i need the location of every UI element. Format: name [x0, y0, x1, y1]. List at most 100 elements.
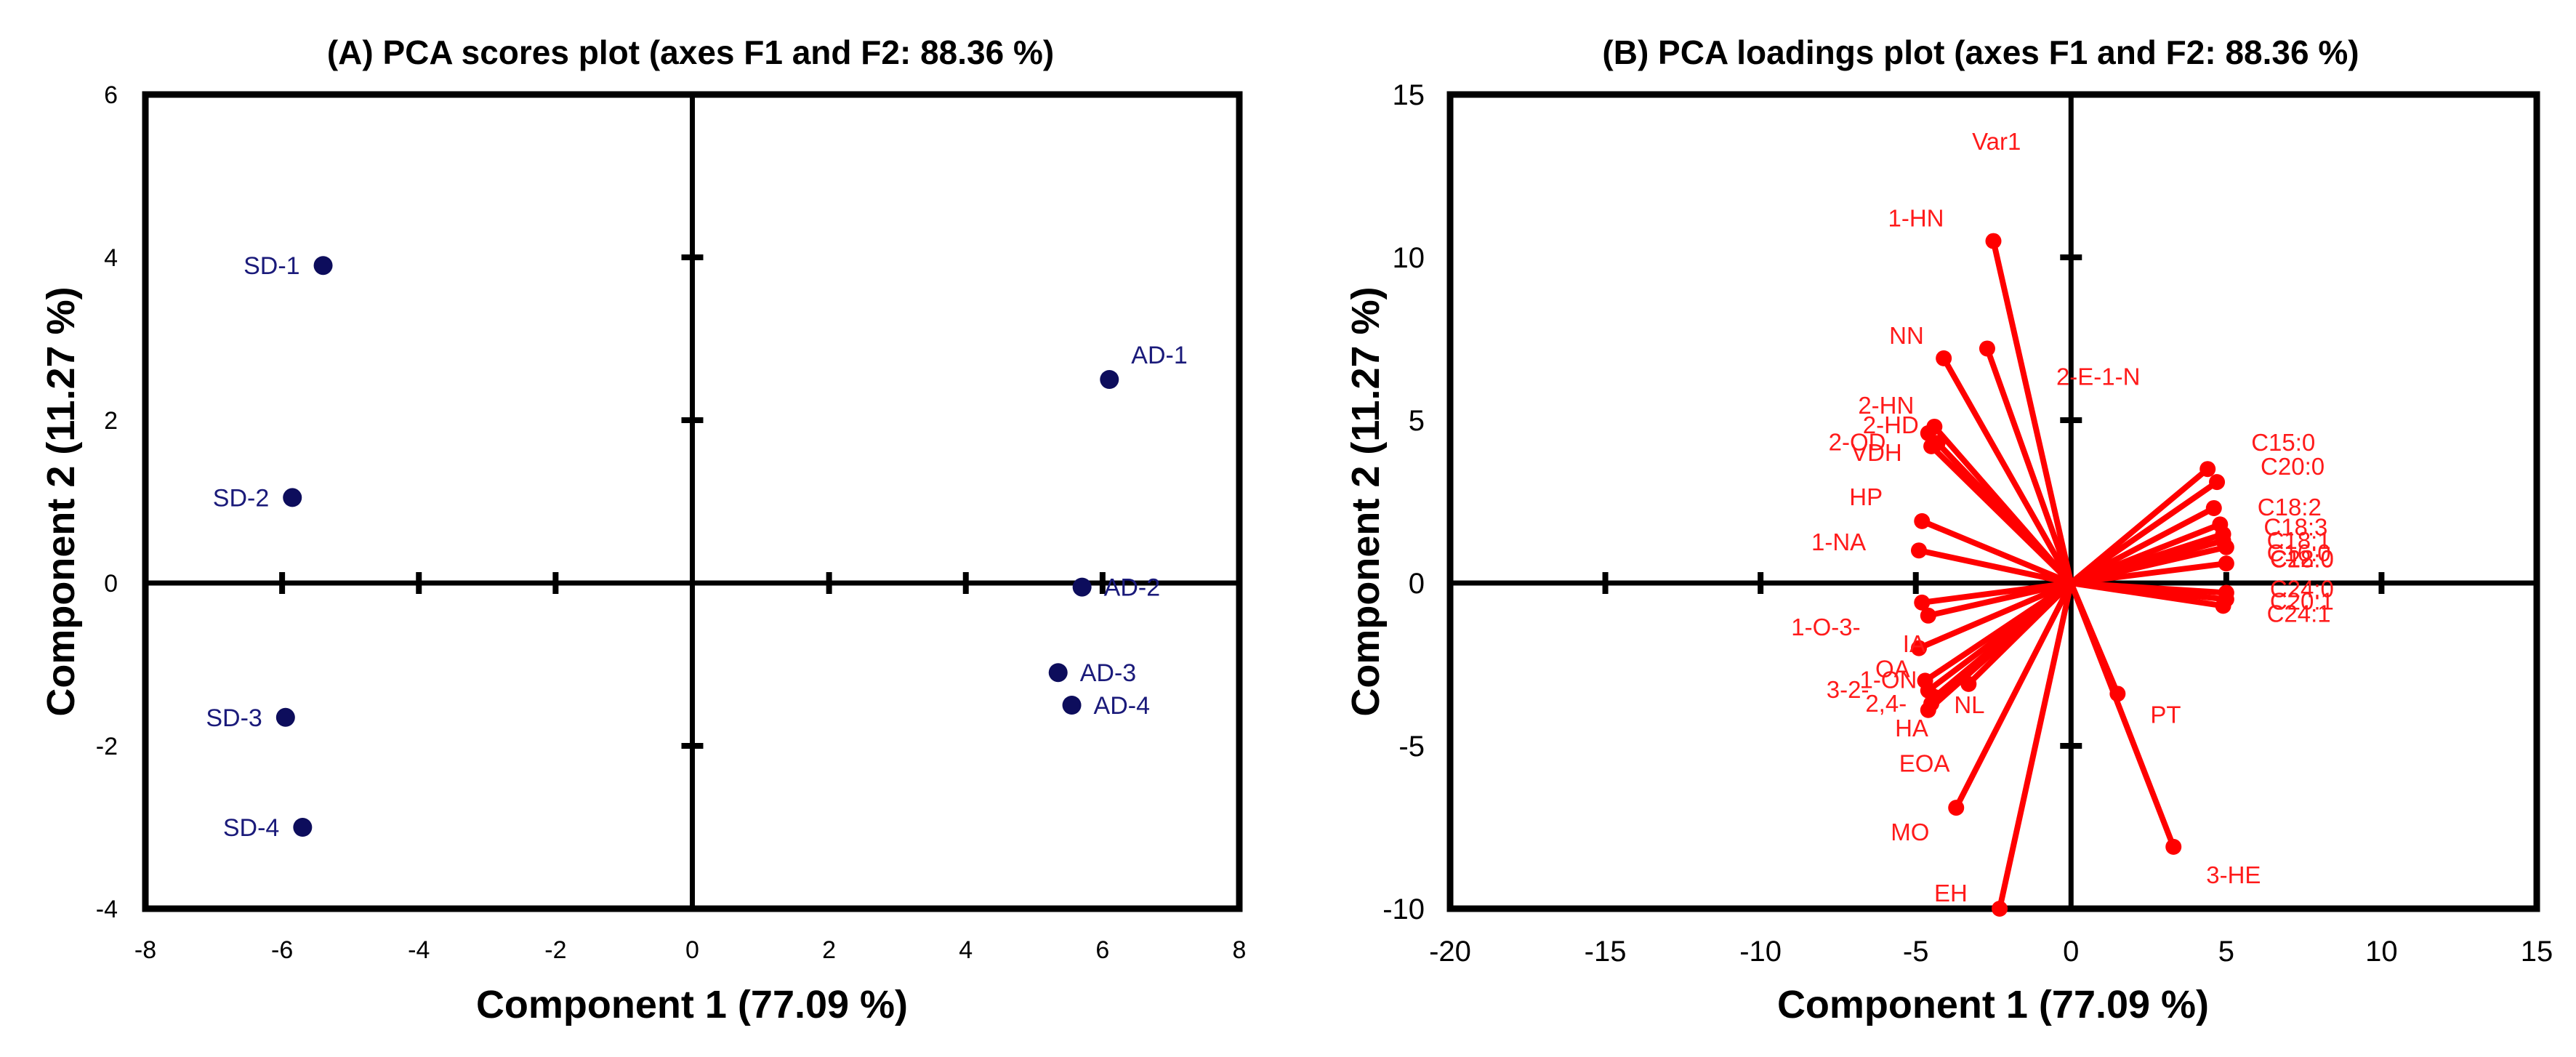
loading-point-eoa	[1920, 702, 1936, 718]
panel-a-y-tick-label: 2	[104, 407, 118, 435]
loading-label-c18:1: C18:1	[2267, 527, 2331, 554]
loading-point-c24:1	[2215, 598, 2231, 614]
panel-a-y-tick-label: 4	[104, 244, 118, 272]
score-point-sd-2	[283, 488, 302, 507]
loading-label-1-na: 1-NA	[1811, 528, 1866, 555]
loading-vector-1-na	[1915, 547, 2074, 586]
loading-label-mo: MO	[1891, 819, 1929, 845]
score-point-sd-3	[275, 707, 295, 727]
panel-b-x-tick-label: -10	[1739, 936, 1782, 968]
loading-vector-3-he	[2068, 580, 2177, 850]
loading-label-c20:0: C20:0	[2261, 453, 2325, 480]
panel-a-y-tick-label: 6	[104, 81, 118, 109]
loading-point-vdh	[1923, 438, 1940, 454]
loading-vector-mo	[1953, 580, 2074, 811]
score-label-ad-2: AD-2	[1104, 574, 1160, 602]
loading-vector-2-e-1-n	[1984, 345, 2074, 586]
score-label-sd-1: SD-1	[243, 252, 299, 280]
panel-a-x-axis-title: Component 1 (77.09 %)	[476, 983, 908, 1026]
loading-label-c16:0: C16:0	[2267, 539, 2331, 566]
panel-b-axes	[1450, 95, 2537, 909]
score-point-ad-2	[1072, 577, 1092, 597]
loading-vector-1-hn	[1990, 238, 2074, 586]
panel-b-y-axis-title: Component 2 (11.27 %)	[1344, 286, 1388, 716]
loading-label-3-2-: 3-2-	[1827, 676, 1869, 703]
loading-vector-c20:0	[2068, 479, 2221, 586]
loading-label-nl: NL	[1954, 691, 1984, 718]
score-label-sd-2: SD-2	[213, 484, 269, 512]
loading-label-c22:0: C22:0	[2270, 545, 2334, 572]
loading-point-1-o-3-	[1914, 594, 1931, 611]
panel-b-x-tick-label: 15	[2521, 936, 2553, 968]
panel-b-y-tick-label: 0	[1409, 568, 1425, 600]
panel-b-title: (B) PCA loadings plot (axes F1 and F2: 8…	[1602, 33, 2359, 71]
loading-label-c20:1: C20:1	[2270, 587, 2334, 614]
loading-label-var1: Var1	[1972, 128, 2021, 155]
loading-label-c18:2: C18:2	[2258, 494, 2322, 521]
loading-label-ha: HA	[1895, 715, 1928, 741]
loading-point-eh	[1992, 901, 2008, 917]
panel-b-y-tick-label: 10	[1393, 242, 1425, 274]
panel-a-title: (A) PCA scores plot (axes F1 and F2: 88.…	[327, 33, 1054, 71]
loading-label-hp: HP	[1849, 483, 1883, 510]
panel-a-y-tick-label: -4	[96, 896, 118, 923]
panel-a-x-tick-label: 0	[685, 936, 699, 964]
loading-vector-c22:0	[2068, 560, 2229, 586]
loading-point-c15:0	[2199, 461, 2216, 478]
score-point-sd-1	[313, 256, 333, 276]
panel-b-tick-labels: -20 -15 -10 -5 0 5 10 15 -10 -5 0 5 10 15	[1382, 79, 2553, 968]
score-label-sd-4: SD-4	[223, 814, 279, 842]
loading-label-oa: OA	[1875, 656, 1910, 683]
panel-a-x-tick-label: -4	[408, 936, 430, 964]
panel-a-x-tick-label: 6	[1095, 936, 1109, 964]
loading-vector-vdh	[1928, 443, 2074, 586]
loading-label-2-od: 2-OD	[1829, 428, 1886, 455]
panel-b-x-tick-label: -15	[1585, 936, 1627, 968]
loading-point-2-e-1-n	[1979, 340, 1995, 357]
panel-a-x-tick-label: -6	[271, 936, 293, 964]
loading-point-c22:0	[2218, 555, 2234, 572]
loading-vector-eh	[1997, 580, 2074, 912]
loading-point-c20:0	[2209, 474, 2226, 491]
loading-label-1-on: 1-ON	[1860, 666, 1917, 693]
panel-b-y-tick-label: -10	[1382, 893, 1425, 925]
panel-b-loading-vectors	[1910, 233, 2234, 917]
loading-point-mo	[1948, 800, 1965, 816]
loading-label-2-hn: 2-HN	[1858, 392, 1914, 419]
score-label-sd-3: SD-3	[206, 704, 262, 732]
panel-b-x-axis-title: Component 1 (77.09 %)	[1777, 983, 2209, 1026]
panel-a-points	[275, 256, 1119, 837]
panel-a-point-labels: SD-1 SD-2 SD-3 SD-4 AD-1 AD-2 AD-3 AD-4	[206, 252, 1187, 842]
panel-b-x-tick-label: 10	[2365, 936, 2398, 968]
loading-vector-hp	[1919, 518, 2074, 586]
loading-point-c18:2	[2205, 499, 2222, 516]
loading-label-ia: IA	[1903, 630, 1925, 657]
panel-a-y-axis-title: Component 2 (11.27 %)	[39, 286, 83, 716]
loading-point-3-he	[2165, 838, 2182, 855]
loading-label-eoa: EOA	[1899, 750, 1950, 777]
loading-label-eh: EH	[1934, 880, 1968, 907]
panel-a-x-tick-label: -2	[544, 936, 566, 964]
score-point-ad-4	[1062, 696, 1082, 715]
loading-point-1-hn	[1985, 233, 2002, 249]
loading-vector-oa	[1915, 580, 2074, 651]
loading-point-ia	[1920, 607, 1936, 624]
loading-label-1-hn: 1-HN	[1888, 205, 1944, 232]
panel-a-x-tick-label: 4	[959, 936, 973, 964]
panel-b-y-tick-label: 5	[1409, 405, 1425, 437]
panel-a-tick-labels: -8 -6 -4 -2 0 2 4 6 8 -4 -2 0 2 4 6	[96, 81, 1247, 964]
loading-vector-c24:1	[2068, 580, 2226, 609]
panel-b-y-tick-label: 15	[1393, 79, 1425, 111]
panel-b-x-tick-label: 5	[2218, 936, 2234, 968]
loading-label-c15:0: C15:0	[2251, 429, 2315, 456]
panel-b-x-tick-label: 0	[2063, 936, 2079, 968]
panel-b-x-tick-label: -20	[1429, 936, 1471, 968]
panel-a-x-tick-label: 2	[822, 936, 836, 964]
loading-label-c18:0: C18:0	[2270, 546, 2334, 573]
panel-b-y-tick-label: -5	[1398, 731, 1425, 763]
loading-point-c18:0	[2218, 539, 2234, 555]
panel-a-y-tick-label: -2	[96, 733, 118, 760]
loading-vector-nn	[1941, 355, 2074, 586]
